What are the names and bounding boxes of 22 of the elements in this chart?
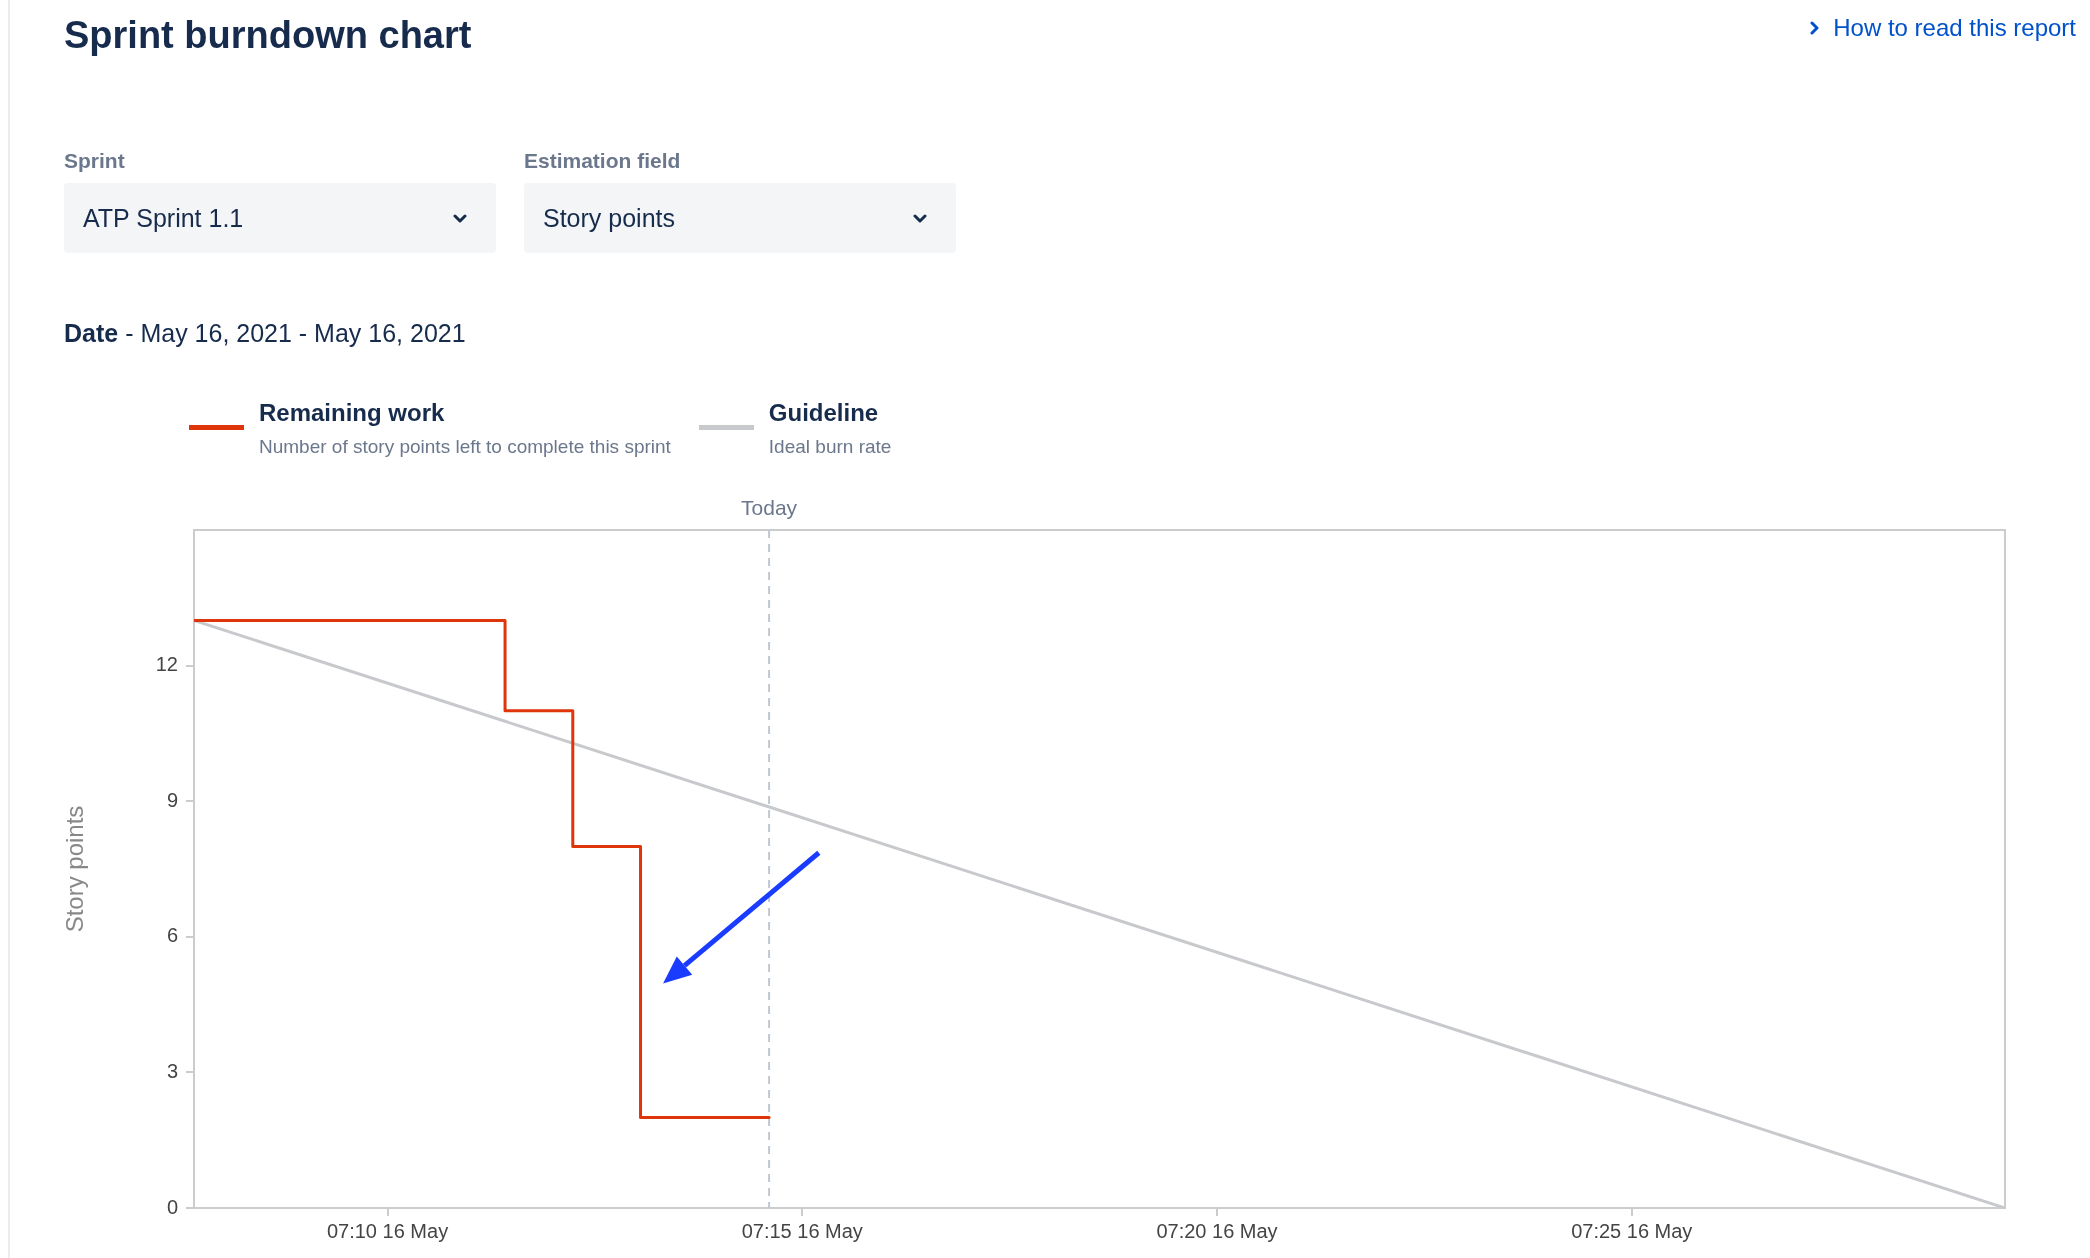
x-tick-label: 07:25 16 May <box>1571 1219 1693 1242</box>
y-tick-label: 9 <box>166 788 178 811</box>
text: Estimation field <box>524 149 681 173</box>
dropdown[interactable]: Story points <box>524 183 956 253</box>
legend-label: Remaining work <box>259 398 446 428</box>
dropdown[interactable]: ATP Sprint 1.1 <box>64 183 496 253</box>
y-tick-label: 12 <box>155 653 178 676</box>
x-tick-label: 07:20 16 May <box>1156 1219 1278 1242</box>
ref-line-label: Today <box>741 495 798 519</box>
y-tick-label: 0 <box>166 1195 178 1218</box>
chart-subtitle: Date - May 16, 2021 - May 16, 2021 <box>64 319 466 347</box>
text: Sprint <box>64 149 125 173</box>
y-axis-title: Story points <box>61 805 89 933</box>
x-tick-label: 07:10 16 May <box>326 1219 449 1242</box>
legend-label: Guideline <box>768 398 880 428</box>
y-tick-label: 3 <box>166 1059 178 1082</box>
chart-title: Sprint burndown chart <box>64 13 472 58</box>
text: Number of story points left to complete this sprint <box>259 435 671 459</box>
x-tick-label: 07:15 16 May <box>741 1219 863 1242</box>
y-tick-label: 6 <box>166 924 178 947</box>
text: How to read this report <box>1833 14 2076 42</box>
text: Ideal burn rate <box>768 435 892 459</box>
